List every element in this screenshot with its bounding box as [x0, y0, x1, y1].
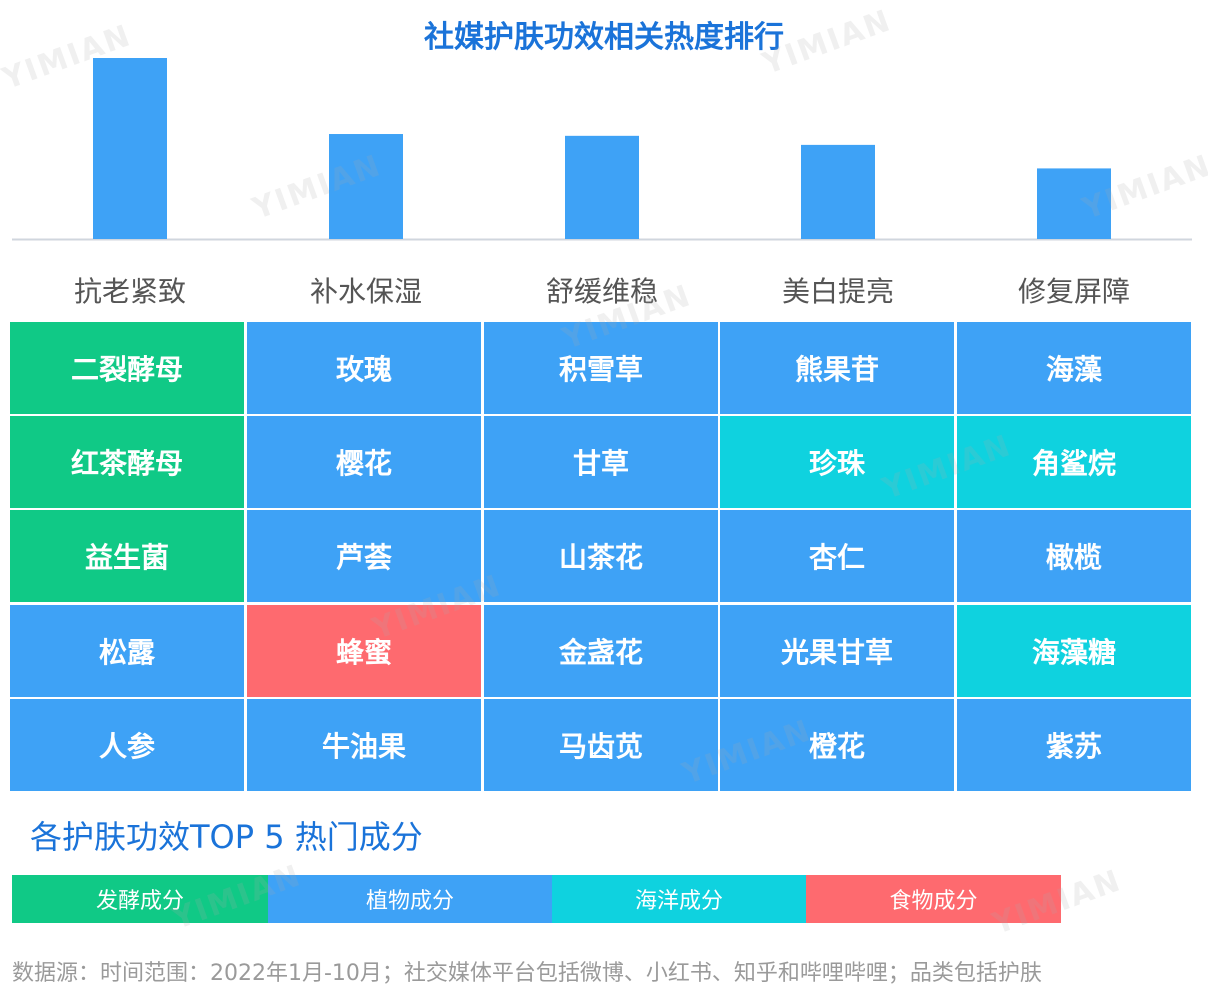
ingredient-cell: 光果甘草 — [720, 605, 954, 697]
bar-chart — [12, 58, 1192, 241]
ingredient-cell: 益生菌 — [10, 510, 244, 602]
ingredient-subtitle: 各护肤功效TOP 5 热门成分 — [30, 818, 423, 856]
ingredient-cell: 海藻 — [957, 322, 1191, 414]
ingredient-cell: 金盏花 — [484, 605, 718, 697]
ingredient-cell: 积雪草 — [484, 322, 718, 414]
ingredient-cell: 牛油果 — [247, 699, 481, 791]
ingredient-cell: 角鲨烷 — [957, 416, 1191, 508]
ingredient-cell: 山茶花 — [484, 510, 718, 602]
ingredient-cell: 玫瑰 — [247, 322, 481, 414]
ingredient-cell: 马齿苋 — [484, 699, 718, 791]
ingredient-cell: 甘草 — [484, 416, 718, 508]
ingredient-cell: 杏仁 — [720, 510, 954, 602]
ingredient-cell: 二裂酵母 — [10, 322, 244, 414]
ingredient-cell: 芦荟 — [247, 510, 481, 602]
bar-4 — [801, 144, 875, 239]
ingredient-cell: 橙花 — [720, 699, 954, 791]
ingredient-cell: 人参 — [10, 699, 244, 791]
ingredient-cell: 珍珠 — [720, 416, 954, 508]
bar-2 — [329, 134, 403, 239]
legend-item-ferment: 发酵成分 — [12, 875, 268, 923]
ingredient-cell: 海藻糖 — [957, 605, 1191, 697]
ingredient-cell: 松露 — [10, 605, 244, 697]
category-label: 抗老紧致 — [73, 275, 186, 308]
chart-title: 社媒护肤功效相关热度排行 — [424, 20, 784, 55]
bar-3 — [565, 135, 639, 239]
watermark-text: YIMIAN — [168, 858, 307, 937]
category-label: 舒缓维稳 — [545, 275, 658, 308]
ingredient-cell: 橄榄 — [957, 510, 1191, 602]
ingredient-cell: 樱花 — [247, 416, 481, 508]
legend-item-ocean: 海洋成分 — [552, 875, 806, 923]
ingredient-cell: 蜂蜜 — [247, 605, 481, 697]
ingredient-cell: 熊果苷 — [720, 322, 954, 414]
category-label: 修复屏障 — [1017, 275, 1130, 308]
watermark: YIMIAN — [168, 858, 306, 937]
ingredient-cell: 紫苏 — [957, 699, 1191, 791]
ingredient-cell: 红茶酵母 — [10, 416, 244, 508]
source-note: 数据源：时间范围：2022年1月-10月；社交媒体平台包括微博、小红书、知乎和哔… — [12, 961, 1042, 986]
bar-5 — [1037, 168, 1111, 239]
category-label: 补水保湿 — [309, 275, 422, 308]
bar-1 — [93, 58, 167, 239]
category-label: 美白提亮 — [781, 275, 894, 308]
legend-item-food: 食物成分 — [806, 875, 1061, 923]
legend-item-plant: 植物成分 — [268, 875, 552, 923]
